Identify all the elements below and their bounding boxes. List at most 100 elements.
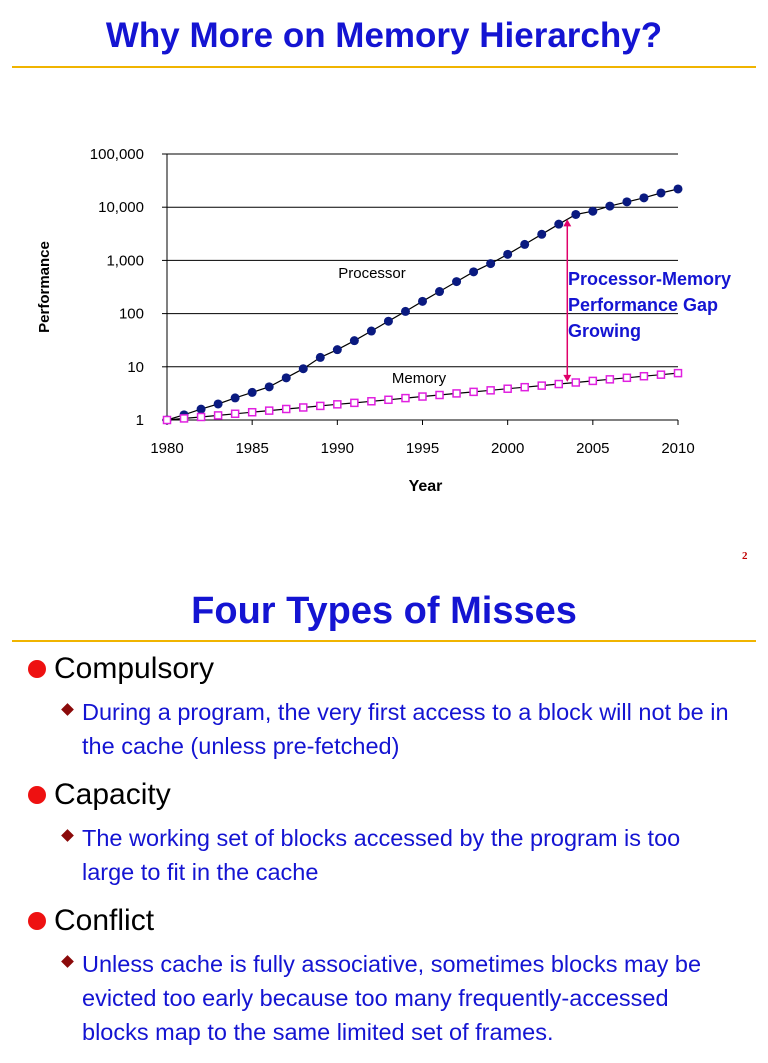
bullet-level2: The working set of blocks accessed by th… <box>61 821 756 889</box>
processor-point <box>264 382 274 392</box>
processor-point <box>366 326 376 336</box>
memory-point <box>469 387 478 397</box>
processor-point <box>537 229 547 239</box>
memory-point <box>571 378 581 387</box>
processor-point <box>622 197 632 207</box>
x-tick-label: 1990 <box>321 440 354 457</box>
memory-point <box>247 407 257 417</box>
x-tick-label: 1980 <box>150 440 183 457</box>
y-tick-label: 100,000 <box>90 146 144 163</box>
processor-point <box>349 336 359 346</box>
memory-point <box>537 381 546 390</box>
processor-point <box>639 193 649 203</box>
processor-point <box>554 219 564 229</box>
bullet-conflict: Conflict Unless cache is fully associati… <box>26 903 756 1049</box>
series-label-memory: Memory <box>392 370 447 387</box>
processor-point <box>230 393 240 403</box>
processor-point <box>383 316 393 326</box>
diamond-bullet-icon <box>61 703 74 716</box>
memory-point <box>452 389 461 398</box>
processor-point <box>486 259 496 269</box>
red-bullet-icon <box>28 660 46 678</box>
memory-point <box>384 395 393 405</box>
x-tick-label: 1985 <box>235 440 268 457</box>
memory-point <box>281 404 291 414</box>
memory-point <box>264 406 274 415</box>
memory-point <box>639 371 649 381</box>
memory-point <box>605 375 615 384</box>
gap-arrow-head-down <box>563 374 572 382</box>
bullet-level1: Conflict <box>26 903 756 939</box>
memory-point <box>401 393 410 403</box>
processor-point <box>196 404 206 414</box>
memory-point <box>622 373 632 383</box>
processor-point <box>213 399 223 409</box>
x-tick-label: 2010 <box>661 440 694 457</box>
y-axis-label: Performance <box>36 241 53 333</box>
processor-point <box>469 267 479 277</box>
processor-point <box>418 296 427 306</box>
bullet-label: Conflict <box>54 904 155 937</box>
title-underline <box>12 640 756 642</box>
bullet-capacity: Capacity The working set of blocks acces… <box>26 777 756 889</box>
memory-point <box>299 403 308 412</box>
processor-point <box>503 249 513 259</box>
processor-point <box>656 188 666 198</box>
bullet-description: During a program, the very first access … <box>82 699 729 759</box>
x-tick-label: 2005 <box>576 440 609 457</box>
memory-point <box>196 412 206 422</box>
x-axis-label: Year <box>409 478 443 495</box>
processor-point <box>520 239 530 249</box>
memory-point <box>673 368 683 378</box>
y-tick-label: 1,000 <box>106 252 144 269</box>
performance-chart: 1 10 100 1,000 10,000 100,000 1980 1985 1990 1995… <box>36 146 731 495</box>
bullet-list: Compulsory During a program, the very fi… <box>26 647 756 1063</box>
bullet-description: Unless cache is fully associative, somet… <box>82 951 702 1045</box>
memory-point <box>213 411 223 420</box>
diamond-bullet-icon <box>61 829 74 842</box>
x-tick-label: 2000 <box>491 440 524 457</box>
bullet-level2: During a program, the very first access … <box>61 695 756 763</box>
red-bullet-icon <box>28 912 46 930</box>
processor-point <box>435 287 445 297</box>
y-tick-label: 1 <box>136 412 144 429</box>
memory-point <box>486 386 495 395</box>
memory-point <box>162 415 172 425</box>
slide-title-four-types-of-misses: Four Types of Misses <box>191 590 577 632</box>
processor-point <box>298 364 308 374</box>
y-tick-label: 100 <box>119 306 144 323</box>
y-tick-label: 10 <box>127 359 144 376</box>
processor-point <box>588 206 598 216</box>
title-underline <box>12 66 756 68</box>
bullet-label: Capacity <box>54 778 171 811</box>
processor-point <box>605 201 615 211</box>
processor-point <box>452 277 462 287</box>
memory-point <box>230 409 240 419</box>
red-bullet-icon <box>28 786 46 804</box>
bullet-compulsory: Compulsory During a program, the very fi… <box>26 651 756 763</box>
x-tick-label: 1995 <box>406 440 439 457</box>
bullet-level2: Unless cache is fully associative, somet… <box>61 947 756 1049</box>
memory-point <box>656 370 666 379</box>
gap-annotation-line: Processor-Memory <box>568 269 731 289</box>
processor-point <box>673 184 683 194</box>
page-number: 2 <box>742 550 748 562</box>
processor-point <box>400 306 410 316</box>
gap-annotation-line: Growing <box>568 321 641 341</box>
gap-arrow-head-up <box>563 219 572 227</box>
memory-point <box>435 390 444 400</box>
processor-point <box>247 387 257 397</box>
bullet-label: Compulsory <box>54 652 215 685</box>
memory-point <box>554 379 564 389</box>
memory-point <box>333 400 342 409</box>
bullet-level1: Capacity <box>26 777 756 813</box>
series-label-processor: Processor <box>338 265 406 282</box>
processor-point <box>332 345 342 355</box>
y-tick-label: 10,000 <box>98 199 144 216</box>
memory-point <box>418 392 427 401</box>
bullet-description: The working set of blocks accessed by th… <box>82 825 681 885</box>
processor-point <box>571 209 581 219</box>
bullet-level1: Compulsory <box>26 651 756 687</box>
memory-point <box>179 414 189 423</box>
memory-point <box>367 397 376 406</box>
